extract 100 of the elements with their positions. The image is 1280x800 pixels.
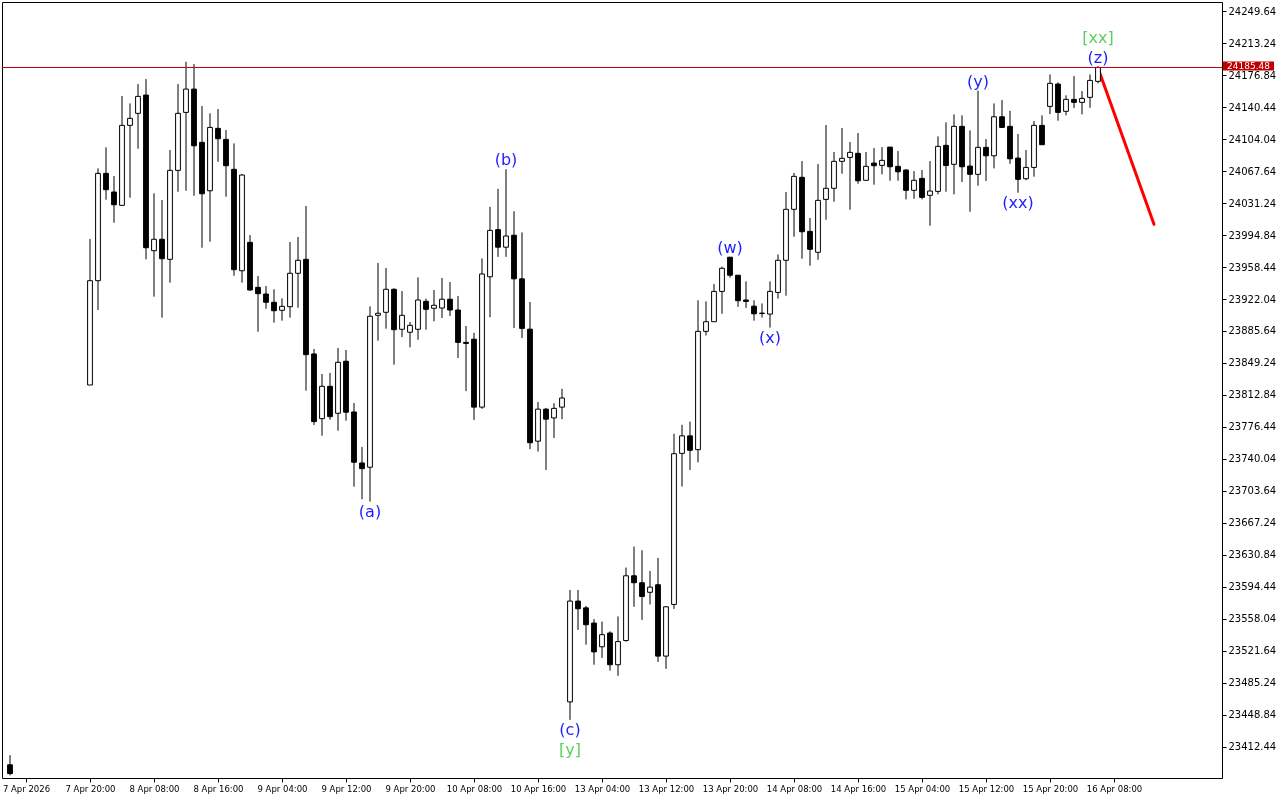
x-tick-label: 14 Apr 16:00 <box>830 783 887 794</box>
candlestick <box>503 168 509 258</box>
candlestick <box>151 192 157 298</box>
y-tick-label: 23885.64 <box>1228 325 1277 337</box>
annotation: (c) <box>559 719 581 739</box>
candlestick <box>183 61 189 192</box>
candlestick <box>1063 94 1069 116</box>
candlestick <box>759 302 765 319</box>
candlestick <box>1071 75 1077 109</box>
y-tick-label: 23448.84 <box>1228 709 1277 721</box>
x-tick-label: 9 Apr 12:00 <box>321 783 372 794</box>
annotation: (x) <box>759 327 781 347</box>
y-tick-label: 23922.04 <box>1228 293 1277 305</box>
candlestick <box>279 297 285 322</box>
y-tick-label: 23776.44 <box>1228 421 1277 433</box>
candlestick <box>847 141 853 211</box>
y-tick-label: 23558.04 <box>1228 613 1277 625</box>
annotation: [xx] <box>1082 27 1114 47</box>
candlestick <box>447 281 453 317</box>
candlestick <box>615 615 621 677</box>
x-tick-label: 15 Apr 04:00 <box>894 783 951 794</box>
candlestick <box>551 402 557 439</box>
candlestick <box>407 321 413 348</box>
candlestick <box>463 325 469 392</box>
candlestick <box>575 589 581 631</box>
y-tick-label: 23630.84 <box>1228 549 1277 561</box>
candlestick <box>767 280 773 329</box>
candlestick <box>983 138 989 182</box>
candlestick <box>911 170 917 200</box>
y-tick-label: 24176.84 <box>1228 69 1277 81</box>
y-tick-label: 23703.64 <box>1228 485 1277 497</box>
candlestick <box>439 277 445 319</box>
x-tick-label: 10 Apr 08:00 <box>446 783 503 794</box>
y-tick-label: 23594.44 <box>1228 581 1277 593</box>
x-tick-label: 15 Apr 12:00 <box>958 783 1015 794</box>
y-tick-label: 24213.24 <box>1228 37 1277 49</box>
y-tick-label: 24140.44 <box>1228 101 1277 113</box>
candlestick <box>903 168 909 200</box>
candlestick <box>543 407 549 471</box>
candlestick <box>127 102 133 199</box>
candlestick <box>271 288 277 324</box>
y-tick-label: 23412.44 <box>1228 741 1277 753</box>
candlestick <box>263 285 269 310</box>
candlestick <box>599 621 605 659</box>
candlestick <box>639 549 645 621</box>
y-tick-label: 23958.44 <box>1228 261 1277 273</box>
candlestick <box>1087 73 1093 109</box>
candlestick <box>719 266 725 315</box>
candlestick <box>631 546 637 608</box>
x-tick-label: 9 Apr 20:00 <box>385 783 436 794</box>
x-tick-label: 7 Apr 20:00 <box>65 783 116 794</box>
candlestick <box>727 256 733 279</box>
candlestick <box>399 290 405 338</box>
candlestick <box>919 169 925 200</box>
x-tick-label: 13 Apr 04:00 <box>574 783 631 794</box>
candlestick <box>583 605 589 646</box>
candlestick <box>431 289 437 322</box>
y-tick-label: 23521.64 <box>1228 645 1277 657</box>
annotation: (a) <box>358 501 382 521</box>
y-tick-label: 24249.64 <box>1228 5 1277 17</box>
candlestick <box>1047 73 1053 115</box>
candlestick <box>927 160 933 227</box>
y-tick-label: 23849.24 <box>1228 357 1277 369</box>
candlestick <box>559 388 565 420</box>
y-tick-label: 23740.04 <box>1228 453 1277 465</box>
candlestick <box>647 570 653 605</box>
candlestick <box>1079 90 1085 115</box>
annotation: [y] <box>559 739 581 759</box>
candlestick <box>215 108 221 163</box>
candlestick <box>423 298 429 331</box>
candlestick <box>743 280 749 309</box>
y-tick-label: 24031.24 <box>1228 197 1277 209</box>
x-tick-label: 10 Apr 16:00 <box>510 783 567 794</box>
candlestick <box>839 127 845 175</box>
candlestick <box>687 421 693 471</box>
candlestick <box>895 150 901 182</box>
x-tick-label: 16 Apr 08:00 <box>1086 783 1143 794</box>
x-tick-label: 8 Apr 08:00 <box>129 783 180 794</box>
candlestick <box>1015 133 1021 194</box>
x-tick-label: 9 Apr 04:00 <box>257 783 308 794</box>
annotation: (y) <box>967 71 989 91</box>
candlestick <box>807 217 813 267</box>
candlestick <box>679 424 685 488</box>
x-tick-label: 13 Apr 20:00 <box>702 783 759 794</box>
candlestick <box>999 99 1005 128</box>
candlestick <box>871 147 877 186</box>
candlestick <box>703 300 709 337</box>
y-tick-label: 23994.84 <box>1228 229 1277 241</box>
candlestick <box>295 236 301 309</box>
ref-line-label: 24185.48 <box>1227 60 1271 71</box>
candlestick <box>943 121 949 193</box>
x-tick-label: 15 Apr 20:00 <box>1022 783 1079 794</box>
y-tick-label: 24104.04 <box>1228 133 1277 145</box>
candlestick <box>751 299 757 322</box>
candlestick <box>7 754 13 776</box>
x-tick-label: 7 Apr 2026 <box>2 783 51 794</box>
candlestick <box>103 146 109 201</box>
y-tick-label: 23485.24 <box>1228 677 1277 689</box>
y-tick-label: 23812.84 <box>1228 389 1277 401</box>
annotation: (xx) <box>1002 192 1034 212</box>
